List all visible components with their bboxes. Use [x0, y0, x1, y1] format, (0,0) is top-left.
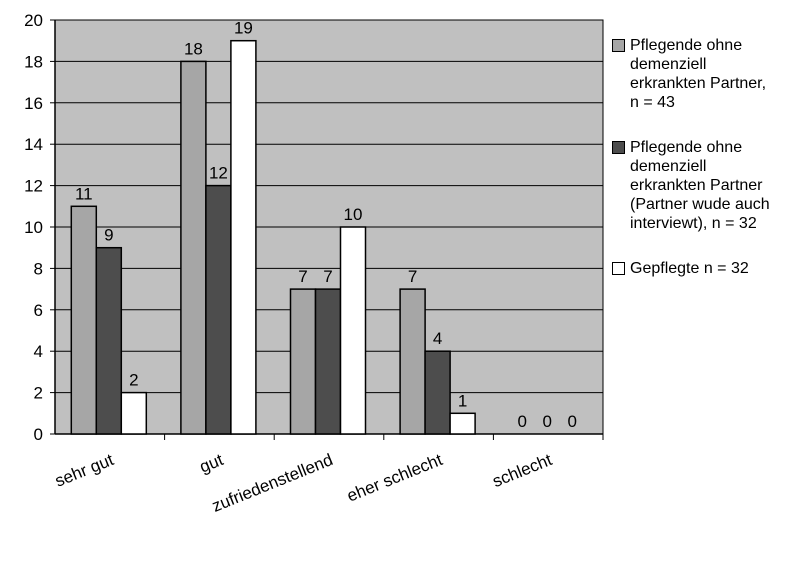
bar [450, 413, 475, 434]
y-tick-label: 12 [24, 177, 43, 196]
legend-swatch [612, 39, 625, 52]
y-tick-label: 10 [24, 218, 43, 237]
data-label: 0 [542, 412, 551, 431]
legend-label: Gepflegte n = 32 [630, 259, 749, 278]
bar [206, 186, 231, 434]
y-tick-label: 18 [24, 52, 43, 71]
legend-label: Pflegende ohne demenziell erkrankten Par… [630, 138, 770, 233]
x-tick-label: gut [197, 450, 226, 477]
data-label: 11 [75, 184, 93, 203]
data-label: 7 [408, 267, 417, 286]
data-label: 12 [209, 164, 228, 183]
y-tick-label: 4 [34, 342, 43, 361]
bar [341, 227, 366, 434]
legend-label: Pflegende ohne demenziell erkrankten Par… [630, 36, 766, 112]
bar [316, 289, 341, 434]
data-label: 18 [184, 39, 203, 58]
data-label: 0 [517, 412, 526, 431]
data-label: 19 [234, 19, 253, 38]
y-tick-label: 6 [34, 301, 43, 320]
legend: Pflegende ohne demenziell erkrankten Par… [612, 36, 802, 296]
bar [425, 351, 450, 434]
bar [231, 41, 256, 434]
x-tick-label: sehr gut [52, 450, 116, 491]
legend-item: Pflegende ohne demenziell erkrankten Par… [612, 138, 802, 233]
bar [181, 61, 206, 434]
data-label: 0 [567, 412, 576, 431]
bar [400, 289, 425, 434]
bar [96, 248, 121, 434]
data-label: 2 [129, 371, 138, 390]
legend-swatch [612, 262, 625, 275]
data-label: 10 [344, 205, 363, 224]
data-label: 4 [433, 329, 442, 348]
bar [121, 393, 146, 434]
y-tick-label: 14 [24, 135, 43, 154]
legend-item: Gepflegte n = 32 [612, 259, 802, 278]
bar [71, 206, 96, 434]
x-tick-label: schlecht [490, 450, 555, 491]
y-tick-label: 8 [34, 259, 43, 278]
data-label: 9 [104, 226, 113, 245]
y-tick-label: 20 [24, 11, 43, 30]
bar [291, 289, 316, 434]
x-tick-label: eher schlecht [344, 450, 445, 506]
x-tick-label: zufriedenstellend [209, 450, 335, 516]
legend-item: Pflegende ohne demenziell erkrankten Par… [612, 36, 802, 112]
data-label: 7 [323, 267, 332, 286]
data-label: 1 [458, 391, 467, 410]
data-label: 7 [298, 267, 307, 286]
legend-swatch [612, 141, 625, 154]
y-tick-label: 0 [34, 425, 43, 444]
y-tick-label: 16 [24, 94, 43, 113]
y-tick-label: 2 [34, 384, 43, 403]
